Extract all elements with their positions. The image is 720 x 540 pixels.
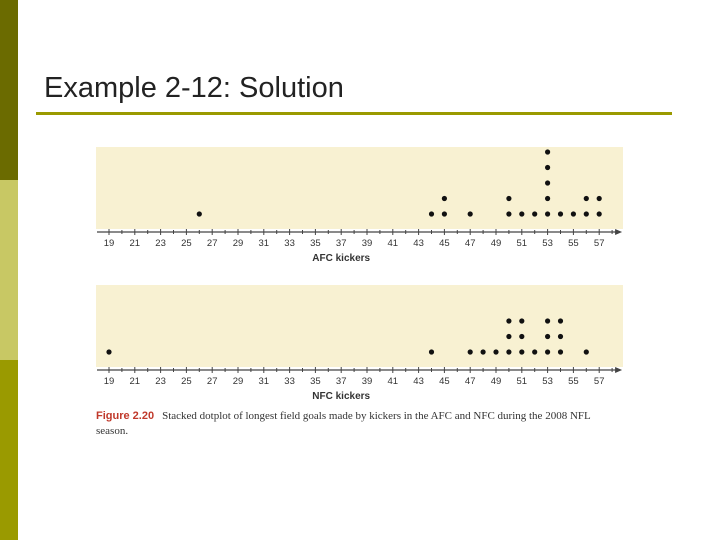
nfc-tick-label: 21 [130,376,141,387]
afc-tick-label: 53 [542,238,553,249]
nfc-data-dot [519,349,525,355]
nfc-tick-label: 31 [259,376,270,387]
nfc-axis-title: NFC kickers [312,391,370,402]
figure-label: Figure 2.20 [96,410,155,422]
afc-tick-label: 37 [336,238,347,249]
nfc-tick-label: 25 [181,376,192,387]
nfc-tick-label: 37 [336,376,347,387]
afc-dotplot: 19 21 23 25 27 29 31 33 35 37 39 41 43 45 47 49 51 53 55 57… [97,149,623,264]
afc-tick-label: 21 [130,238,141,249]
nfc-tick-label: 47 [465,376,476,387]
nfc-data-dot [557,318,564,324]
afc-tick-label: 31 [259,238,270,249]
afc-data-dot [545,164,551,171]
nfc-tick-label: 53 [542,376,553,387]
afc-tick-label: 25 [181,238,192,249]
afc-tick-label: 57 [594,238,605,249]
afc-tick-label: 39 [362,238,373,249]
nfc-data-dot [583,349,589,355]
figure-caption: Figure 2.20 Stacked dotplot of longest fi… [96,409,616,439]
nfc-tick-label: 57 [594,376,605,387]
nfc-data-dot [519,318,525,324]
nfc-data-dot [506,318,512,324]
afc-tick-label: 33 [284,238,295,249]
afc-data-dot [545,195,551,202]
nfc-data-dot [428,349,435,355]
afc-data-dot [596,211,602,217]
accent-bar-middle [0,180,18,360]
nfc-data-dot [545,349,551,355]
afc-data-dot [428,211,435,217]
afc-tick-label: 41 [388,238,399,249]
nfc-tick-label: 41 [388,376,399,387]
figure-caption-text: Stacked dotplot of longest field goals m… [96,410,591,437]
nfc-tick-label: 35 [310,376,321,387]
nfc-tick-label: 33 [284,376,295,387]
nfc-dotplot: 19 21 23 25 27 29 31 33 35 37 39 41 43 45 47 49 51 53 55 57… [97,318,623,402]
afc-data-dot [506,211,512,217]
afc-data-dot [467,211,473,217]
nfc-tick-label: 39 [362,376,373,387]
afc-tick-label: 35 [310,238,321,249]
afc-tick-label: 29 [233,238,244,249]
accent-bar-bottom [0,360,18,540]
afc-data-dot [545,180,551,186]
afc-data-dot [545,211,551,217]
nfc-tick-label: 23 [155,376,166,387]
nfc-data-dot [506,333,512,340]
afc-data-dot [557,211,564,217]
nfc-data-dot [106,349,112,355]
nfc-data-dot [557,349,564,355]
nfc-tick-label: 51 [517,376,528,387]
nfc-axis-arrow [615,367,623,373]
nfc-tick-label: 55 [568,376,579,387]
afc-data-dot [583,211,589,217]
afc-data-dot [570,211,577,217]
title-underline [36,112,672,115]
nfc-data-dot [532,349,538,355]
afc-data-dot [583,195,589,202]
afc-axis-arrow [615,229,623,235]
afc-data-dot [441,211,447,217]
afc-tick-label: 55 [568,238,579,249]
afc-tick-label: 49 [491,238,502,249]
nfc-data-dot [557,333,564,340]
afc-tick-label: 47 [465,238,476,249]
nfc-data-dot [480,349,486,355]
afc-tick-label: 23 [155,238,166,249]
afc-data-dot [506,195,512,202]
nfc-data-dot [545,333,551,340]
afc-data-dot [596,195,602,202]
slide-title: Example 2-12: Solution [44,72,344,104]
nfc-data-dot [545,318,551,324]
afc-data-dot [196,211,202,217]
afc-data-dot [545,149,551,155]
afc-data-dot [441,195,447,202]
afc-axis-title: AFC kickers [312,253,370,264]
nfc-tick-label: 29 [233,376,244,387]
nfc-tick-label: 49 [491,376,502,387]
afc-tick-label: 19 [104,238,115,249]
nfc-tick-label: 27 [207,376,218,387]
afc-tick-label: 45 [439,238,450,249]
nfc-tick-label: 45 [439,376,450,387]
nfc-tick-label: 43 [413,376,424,387]
afc-data-dot [519,211,525,217]
nfc-data-dot [519,333,525,340]
nfc-data-dot [506,349,512,355]
afc-tick-label: 43 [413,238,424,249]
nfc-tick-label: 19 [104,376,115,387]
afc-data-dot [532,211,538,217]
nfc-data-dot [493,349,499,355]
accent-bar-top [0,0,18,180]
afc-tick-label: 51 [517,238,528,249]
afc-tick-label: 27 [207,238,218,249]
nfc-data-dot [467,349,473,355]
